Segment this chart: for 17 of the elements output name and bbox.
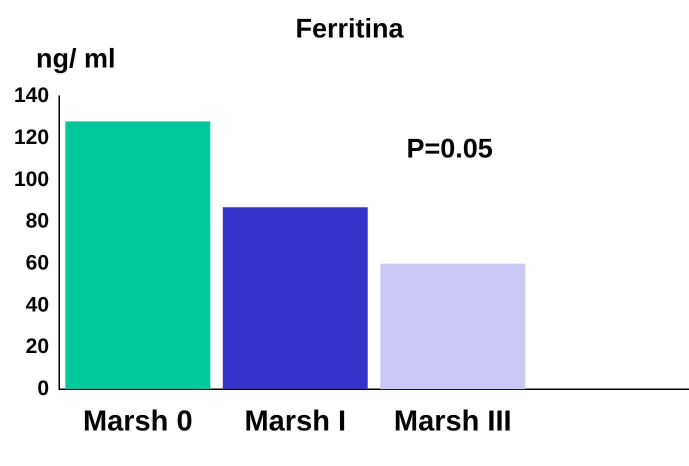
bar [222, 207, 368, 390]
y-axis-title: ng/ ml [36, 43, 116, 74]
bar [380, 264, 526, 390]
y-tick-label: 100 [14, 168, 50, 191]
y-tick-label: 0 [37, 376, 50, 400]
chart-title: Ferritina [295, 14, 404, 44]
y-tick-label: 120 [14, 126, 50, 150]
x-tick-label: Marsh 0 [82, 406, 193, 438]
y-tick-label: 80 [26, 210, 50, 233]
y-tick-label: 20 [26, 335, 50, 358]
y-tick-label: 140 [14, 84, 50, 108]
x-tick-label: Marsh III [394, 406, 512, 438]
x-tick-label: Marsh I [244, 406, 346, 438]
bar [65, 121, 210, 390]
y-tick-label: 60 [26, 252, 50, 275]
y-tick-label: 40 [26, 293, 50, 316]
annotation: P=0.05 [406, 133, 493, 164]
